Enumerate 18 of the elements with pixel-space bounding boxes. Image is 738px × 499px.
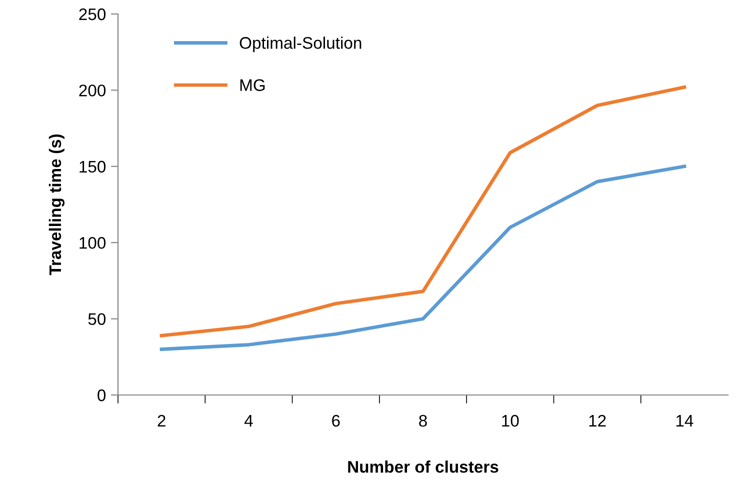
x-tick-label: 6 bbox=[332, 414, 340, 427]
y-tick-label: 100 bbox=[80, 237, 106, 249]
x-tick-label: 4 bbox=[244, 415, 253, 427]
legend-label: Optimal-Solution bbox=[240, 36, 362, 52]
y-axis-title: Travelling time (s) bbox=[48, 134, 64, 276]
x-tick-label: 12 bbox=[589, 414, 606, 427]
y-tick-label: 200 bbox=[79, 84, 106, 96]
x-tick-label: 2 bbox=[158, 414, 166, 427]
y-tick-label: 0 bbox=[98, 389, 106, 402]
x-tick-label: 10 bbox=[502, 414, 519, 427]
legend-label: MG bbox=[240, 79, 265, 92]
line-series bbox=[160, 164, 686, 352]
x-axis-title: Number of clusters bbox=[348, 460, 498, 473]
x-tick-label: 14 bbox=[676, 415, 694, 427]
x-tick-label: 8 bbox=[419, 414, 427, 427]
y-tick-label: 250 bbox=[79, 8, 106, 20]
y-tick-label: 150 bbox=[80, 160, 106, 173]
y-tick-label: 50 bbox=[88, 313, 106, 326]
